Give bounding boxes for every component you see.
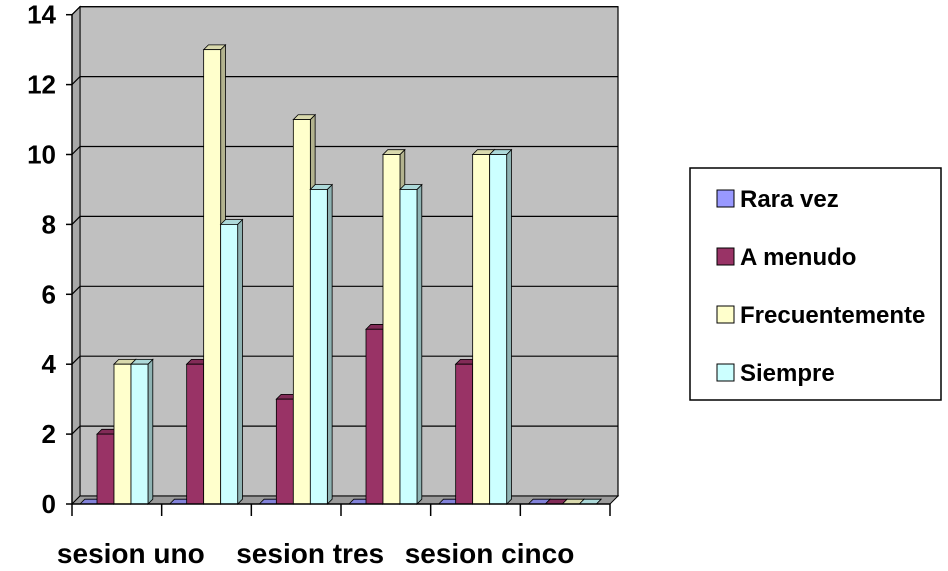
bar-front: [309, 189, 328, 505]
legend-label: Rara vez: [740, 186, 839, 213]
plot-walls: [70, 5, 620, 506]
y-tick-label: 12: [27, 70, 56, 100]
bar-front: [113, 363, 132, 505]
bar-4-cat-5: [488, 148, 513, 505]
legend: Rara vez A menudo Frecuentemente Siempre: [689, 167, 942, 401]
bar-side: [326, 183, 333, 505]
y-tick-labels: 0 2 4 6 8 10 12 14: [27, 0, 56, 519]
bar-side: [416, 183, 423, 505]
back-wall: [79, 6, 619, 497]
x-tick-label: sesion tres: [236, 538, 384, 569]
bar-side: [506, 148, 512, 505]
bar-front: [96, 433, 115, 505]
gridline: [71, 355, 618, 365]
gridline: [71, 215, 618, 225]
bar-4-cat-4: [399, 183, 423, 505]
bars: [79, 43, 603, 505]
gridlines: [71, 6, 618, 435]
y-tick-label: 14: [27, 0, 56, 30]
bar-4-cat-1: [130, 358, 154, 505]
bar-front: [203, 49, 222, 505]
legend-label: A menudo: [740, 244, 856, 271]
gridline: [71, 75, 618, 86]
gridline: [71, 145, 618, 155]
bar-side: [237, 218, 243, 505]
bar-4-cat-3: [309, 183, 334, 505]
y-tick-label: 8: [42, 209, 56, 239]
bar-front: [186, 363, 205, 505]
bar-front: [130, 363, 149, 505]
y-tick-label: 4: [42, 349, 57, 379]
legend-label: Siempre: [740, 360, 835, 387]
legend-swatch: [716, 247, 735, 266]
bar-side: [147, 358, 154, 505]
axes: [66, 13, 611, 516]
legend-label: Frecuentemente: [740, 302, 925, 329]
bar-front: [472, 154, 491, 505]
bar-front: [489, 154, 508, 505]
bar-front: [275, 398, 294, 505]
bar-front: [399, 189, 418, 505]
legend-swatch: [716, 189, 735, 208]
y-tick-label: 2: [42, 419, 56, 449]
y-tick-label: 6: [42, 279, 56, 309]
x-tick-labels: sesion uno sesion tres sesion cinco: [57, 538, 574, 569]
gridline: [71, 425, 618, 435]
legend-swatch: [716, 305, 735, 324]
bar-front: [292, 119, 311, 505]
bar-front: [365, 328, 384, 505]
y-tick-label: 10: [27, 140, 56, 170]
gridline: [71, 6, 618, 16]
bar-front: [455, 363, 474, 505]
gridline: [71, 285, 618, 295]
bar-front: [220, 223, 239, 505]
legend-swatch: [716, 363, 735, 382]
y-tick-label: 0: [42, 489, 56, 519]
bar-front: [382, 154, 401, 505]
bar-4-cat-2: [219, 218, 244, 505]
x-tick-label: sesion uno: [57, 538, 205, 569]
x-tick-label: sesion cinco: [405, 538, 575, 569]
